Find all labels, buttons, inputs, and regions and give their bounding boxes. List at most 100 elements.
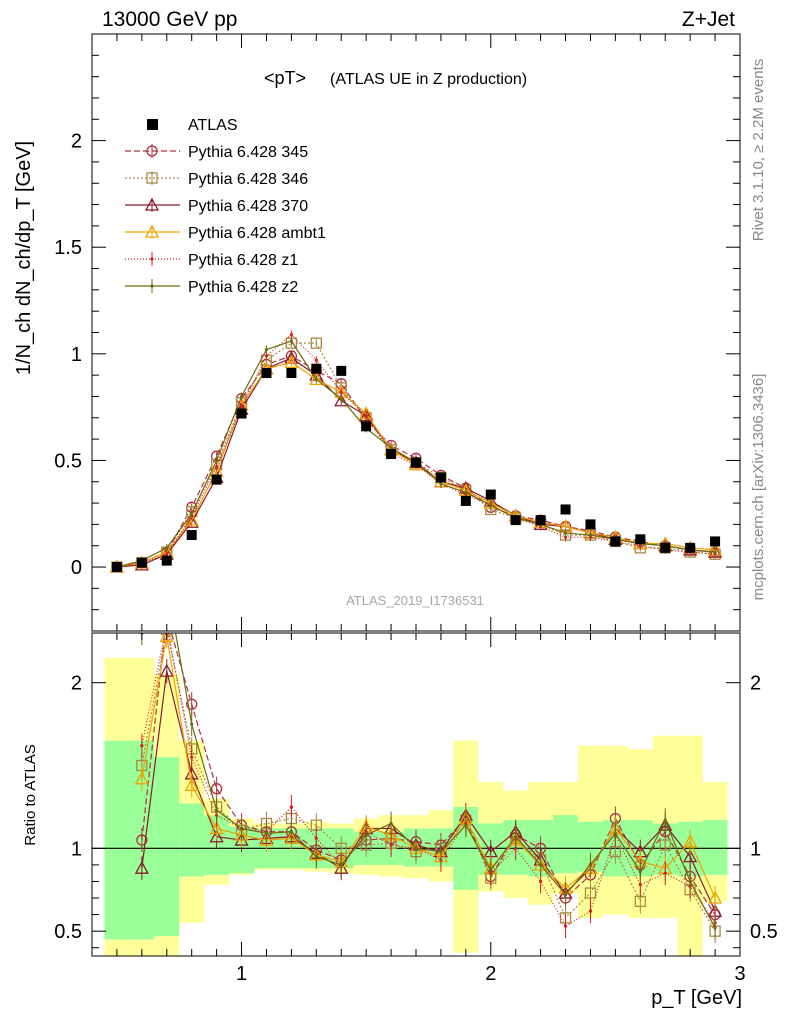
legend-label: Pythia 6.428 370: [188, 198, 308, 215]
data-point: [161, 555, 172, 566]
data-point: [460, 495, 471, 506]
point: [264, 347, 269, 352]
point: [310, 337, 322, 349]
point: [563, 535, 568, 539]
point: [264, 354, 269, 358]
data-point: [510, 515, 521, 526]
legend-entry-3: Pythia 6.428 370: [125, 197, 308, 215]
point: [563, 924, 568, 928]
data-point: [635, 534, 646, 545]
point: [683, 849, 698, 863]
point: [659, 839, 671, 851]
ratio-line: [141, 633, 716, 915]
point: [588, 909, 593, 913]
point: [184, 512, 199, 526]
point: [264, 831, 269, 836]
data-point: [685, 542, 696, 553]
point: [239, 405, 244, 409]
point: [184, 778, 199, 792]
point: [389, 821, 393, 826]
point: [209, 821, 224, 835]
point: [439, 482, 443, 486]
point: [539, 863, 543, 867]
ratio-line: [141, 633, 716, 928]
point: [339, 396, 343, 401]
point: [688, 879, 692, 884]
analysis-watermark: ATLAS_2019_I1736531: [346, 593, 484, 608]
data-point: [186, 530, 197, 541]
legend-entry-0: ATLAS: [147, 117, 238, 134]
point: [339, 390, 343, 394]
data-point: [211, 474, 222, 485]
ratio-axis-title: Ratio to ATLAS: [22, 744, 39, 845]
point: [144, 224, 160, 238]
point: [314, 836, 318, 840]
point: [239, 394, 244, 399]
ratio-tick-label-right: 0.5: [750, 921, 778, 943]
point: [190, 512, 194, 516]
point: [165, 546, 169, 550]
point: [584, 887, 597, 899]
y-tick-label: 0: [71, 557, 82, 579]
point: [389, 843, 393, 847]
point: [683, 834, 698, 848]
point: [314, 855, 318, 859]
point: [489, 503, 493, 507]
legend-marker: [147, 119, 158, 130]
point: [489, 868, 493, 872]
point: [165, 552, 169, 556]
y-tick-label: 1: [71, 344, 82, 366]
point: [638, 869, 642, 874]
point: [364, 414, 368, 418]
point: [389, 446, 393, 450]
point: [314, 377, 318, 382]
data-point: [660, 542, 671, 553]
data-point: [435, 472, 446, 483]
mcplots-label: mcplots.cern.ch [arXiv:1306.3436]: [750, 374, 767, 601]
x-tick-label: 2: [485, 963, 496, 985]
legend-entry-6: Pythia 6.428 z2: [125, 279, 298, 296]
point: [588, 533, 593, 537]
rivet-label: Rivet 3.1.10, ≥ 2.2M events: [750, 59, 767, 242]
point: [215, 808, 219, 812]
legend-entry-2: Pythia 6.428 346: [125, 171, 308, 188]
data-point: [710, 536, 721, 547]
point: [439, 850, 443, 854]
point: [215, 465, 219, 469]
point: [159, 633, 174, 642]
point: [140, 744, 144, 748]
legend-label: Pythia 6.428 z1: [188, 252, 298, 269]
point: [190, 755, 194, 759]
series-5: [115, 337, 717, 572]
data-point: [585, 519, 596, 530]
point: [165, 582, 168, 585]
point: [146, 145, 158, 157]
point: [588, 863, 593, 867]
series-line: [116, 340, 716, 568]
series-line: [116, 333, 716, 568]
y-tick-label: 0.5: [54, 450, 82, 472]
point: [284, 354, 299, 368]
point: [190, 722, 194, 726]
point: [159, 663, 174, 677]
ratio-band-stat: [553, 815, 578, 874]
legend-entry-5: Pythia 6.428 z1: [125, 252, 298, 269]
point: [464, 823, 468, 827]
x-tick-label: 1: [236, 963, 247, 985]
data-point: [136, 557, 147, 568]
ratio-band-stat: [179, 803, 205, 877]
point: [215, 458, 219, 463]
data-point: [361, 421, 372, 432]
legend-label: Pythia 6.428 346: [188, 171, 308, 188]
ratio-panel: 1 2 30.5 0.51 12 2: [54, 582, 778, 985]
point: [209, 829, 224, 843]
data-point: [286, 368, 297, 379]
title-main: <pT>: [264, 68, 306, 88]
x-tick-label: 3: [734, 963, 745, 985]
legend-label: ATLAS: [188, 117, 238, 134]
data-point: [336, 365, 347, 376]
point: [663, 818, 667, 822]
legend-entry-1: Pythia 6.428 345: [125, 144, 308, 161]
point: [162, 611, 172, 621]
